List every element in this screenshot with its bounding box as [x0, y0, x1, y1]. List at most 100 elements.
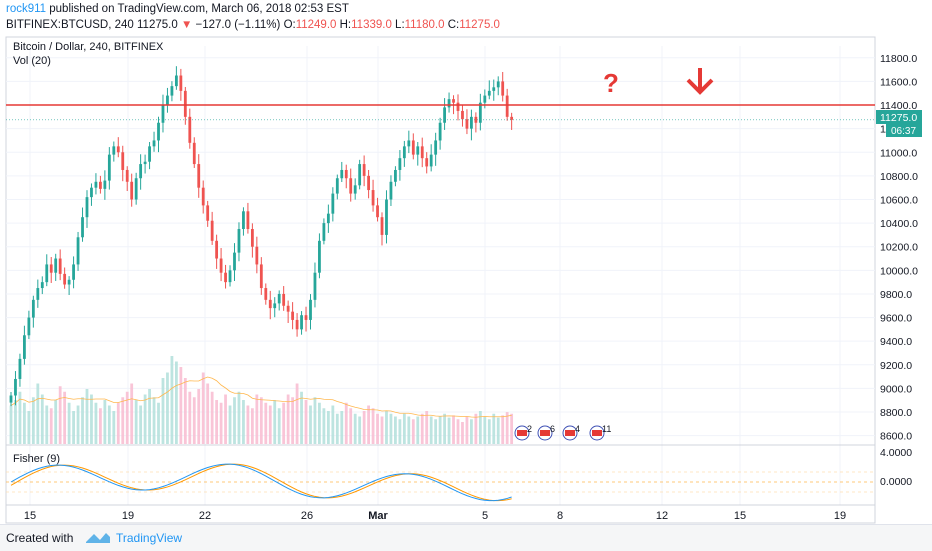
candle-body	[429, 154, 433, 167]
candle-body	[121, 152, 125, 170]
candle-body	[291, 311, 295, 320]
candle-body	[233, 252, 236, 271]
volume-bar	[318, 402, 321, 444]
tradingview-link[interactable]: TradingView	[116, 531, 183, 545]
volume-bar	[23, 402, 26, 444]
close-label: C:	[447, 19, 460, 31]
close-value: 11275.0	[459, 19, 500, 31]
candle-body	[161, 105, 165, 123]
y-tick-label: 10400.0	[880, 218, 918, 230]
volume-bar	[36, 383, 40, 444]
volume-bar	[376, 413, 379, 444]
candle-body	[461, 110, 464, 120]
candle-body	[371, 190, 375, 206]
candle-body	[76, 237, 80, 265]
candle-body	[179, 75, 183, 91]
candle-body	[242, 211, 245, 230]
volume-bar	[268, 405, 272, 444]
volume-bar	[81, 397, 84, 444]
volume-bar	[210, 391, 214, 444]
low-label: L:	[395, 19, 405, 31]
price-change: −127.0 (−1.11%)	[195, 19, 281, 31]
y-tick-label: 11000.0	[880, 147, 917, 159]
candle-body	[206, 205, 210, 221]
candle-body	[215, 240, 219, 259]
candle-body	[447, 99, 451, 108]
y-tick-label: 11800.0	[880, 53, 917, 65]
candle-body	[313, 272, 317, 300]
event-badge: 6	[537, 424, 555, 441]
countdown: 06:37	[891, 126, 916, 137]
candle-body	[380, 217, 384, 235]
candle-body	[54, 258, 58, 273]
candle-body	[264, 288, 268, 300]
fisher-label: Fisher (9)	[13, 453, 60, 465]
volume-bar	[130, 383, 134, 444]
volume-bar	[358, 416, 362, 444]
x-tick-label: 19	[834, 510, 846, 522]
candle-body	[9, 395, 13, 403]
candle-body	[130, 181, 134, 200]
candle-body	[394, 169, 397, 182]
y-tick-label: 10200.0	[880, 242, 918, 254]
volume-bar	[219, 402, 223, 444]
volume-bar	[206, 383, 210, 444]
event-badge: 2	[514, 424, 532, 441]
volume-bar	[99, 408, 102, 444]
volume-bar	[183, 378, 187, 444]
candle-body	[273, 303, 277, 309]
candle-body	[434, 140, 438, 155]
flag-stripe	[592, 430, 602, 436]
candle-body	[112, 146, 116, 155]
candle-body	[492, 87, 496, 91]
event-badge: 4	[562, 424, 580, 441]
volume-bar	[58, 386, 62, 444]
candle-body	[228, 270, 232, 283]
candle-body	[335, 178, 339, 194]
event-badges[interactable]: 2 6 4 11	[514, 424, 611, 441]
volume-bar	[461, 422, 464, 444]
candle-body	[67, 279, 71, 285]
volume-bar	[228, 405, 232, 444]
open-label: O:	[283, 19, 296, 31]
candle-body	[353, 185, 357, 194]
volume-bar	[465, 416, 469, 444]
candle-body	[125, 169, 129, 182]
candle-body	[45, 264, 49, 283]
candle-body	[277, 293, 281, 304]
candle-body	[362, 164, 366, 176]
volume-bar	[170, 356, 174, 444]
candle-body	[425, 158, 429, 167]
volume-bar	[250, 408, 254, 444]
candle-body	[63, 273, 67, 285]
volume-bar	[505, 412, 509, 444]
candle-body	[483, 95, 487, 103]
candle-body	[358, 164, 362, 186]
candle-body	[174, 75, 178, 87]
volume-label: Vol (20)	[13, 55, 51, 67]
candle-body	[85, 197, 89, 218]
volume-bar	[353, 413, 357, 444]
down-arrow-annotation[interactable]	[686, 68, 714, 95]
candle-body	[81, 217, 84, 238]
chart-canvas[interactable]: Bitcoin / Dollar, 240, BITFINEX Vol (20)…	[0, 0, 932, 524]
candle-body	[487, 90, 491, 96]
question-mark-annotation[interactable]: ?	[603, 68, 619, 98]
volume-bar	[385, 411, 388, 444]
flag-stripe	[565, 430, 575, 436]
volume-bar	[340, 411, 344, 444]
y-tick-label: 10800.0	[880, 171, 918, 183]
candle-body	[470, 116, 473, 129]
volume-bar	[394, 416, 397, 444]
candle-body	[496, 81, 500, 88]
author-link[interactable]: rock911	[6, 3, 47, 15]
volume-bar	[456, 419, 460, 444]
candle-body	[72, 264, 75, 280]
candle-body	[344, 169, 348, 179]
candle-body	[197, 164, 201, 188]
volume-bar	[166, 372, 169, 444]
time-axis[interactable]: 15 19 22 26 Mar 5 8 12 15 19	[24, 510, 846, 522]
candle-body	[103, 180, 107, 189]
volume-bar	[107, 405, 111, 444]
price-axis[interactable]: 11800.011600.011400.011200.011000.010800…	[880, 53, 918, 443]
